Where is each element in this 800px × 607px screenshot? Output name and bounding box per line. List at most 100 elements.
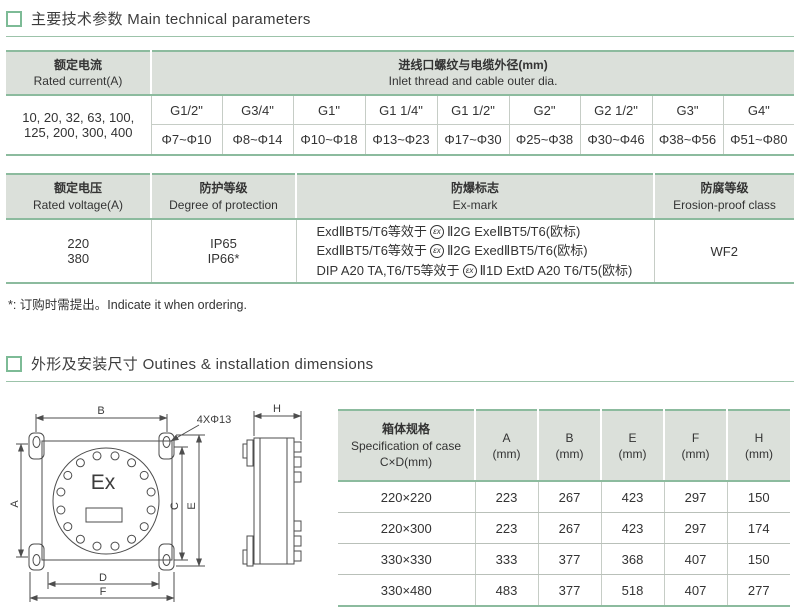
dim-b-cell: 267 [538, 481, 602, 514]
dim-h-cell: 277 [747, 582, 770, 598]
table-row: 220×300 223 267 423 297 174 [338, 512, 790, 545]
inlet-en: Inlet thread and cable outer dia. [388, 74, 558, 89]
rated-current-zh: 额定电流 [53, 58, 102, 72]
cable-dia-cell: Φ8~Φ14 [222, 124, 294, 156]
spec-cell: 330×480 [338, 574, 476, 607]
table-row: 额定电压 Rated voltage(A) 防护等级 Degree of pro… [6, 174, 794, 220]
dim-a-cell: 223 [475, 512, 539, 545]
dim-label-d: D [99, 572, 107, 584]
dim-a-cell: 333 [475, 543, 539, 576]
voltage-value-1: 220 [67, 236, 90, 251]
rated-voltage-header: 额定电压 Rated voltage(A) [6, 174, 152, 220]
thread-size-cell: G1 1/4" [365, 95, 438, 126]
technical-drawing: B A C E D F H 4XΦ13 Ex [6, 394, 336, 607]
table-row: 箱体规格 Specification of case C×D(mm) A (mm… [338, 410, 790, 483]
rated-current-en: Rated current(A) [33, 74, 123, 89]
section2-title: 外形及安装尺寸 Outines & installation dimension… [31, 356, 374, 374]
dim-e-cell: 518 [601, 574, 665, 607]
dim-label-f: F [100, 586, 107, 598]
voltage-header-en: Rated voltage(A) [32, 197, 124, 212]
col-unit: (mm) [555, 446, 584, 461]
table-row: 330×480 483 377 518 407 277 [338, 574, 790, 607]
dim-b-cell: 377 [538, 574, 602, 607]
thread-size-cell: G2 1/2" [580, 95, 653, 126]
cable-dia-cell: Φ30~Φ46 [580, 124, 653, 156]
section1-header: 主要技术参数 Main technical parameters [6, 8, 794, 37]
protection-header-zh: 防护等级 [199, 181, 248, 196]
cable-dia-cell: Φ25~Φ38 [509, 124, 581, 156]
erosion-header-en: Erosion-proof class [673, 197, 776, 212]
rated-current-values: 10, 20, 32, 63, 100, 125, 200, 300, 400 [6, 95, 152, 156]
dim-label-h: H [273, 403, 281, 415]
table-row: 10, 20, 32, 63, 100, 125, 200, 300, 400 … [6, 95, 795, 156]
footnote: *: 订购时需提出。Indicate it when ordering. [8, 298, 247, 313]
ex-marking-label: Ex [91, 471, 116, 494]
col-letter: B [565, 430, 574, 445]
col-header-f: F (mm) [664, 410, 728, 483]
protection-value-2: IP66* [207, 251, 240, 266]
dim-label-e: E [186, 503, 198, 510]
voltage-values: 220 380 [6, 218, 152, 284]
thread-size-cell: G1 1/2" [437, 95, 510, 126]
dimension-table: 箱体规格 Specification of case C×D(mm) A (mm… [338, 409, 790, 607]
dim-h-cell: 150 [727, 481, 790, 514]
cable-dia-cell: Φ17~Φ30 [437, 124, 510, 156]
dim-h-cell: 174 [727, 512, 790, 545]
rated-current-header: 额定电流 Rated current(A) [6, 51, 152, 97]
exmark-line-pre: ExdⅡBT5/T6等效于 [316, 223, 427, 239]
table-row: Φ7~Φ10 Φ8~Φ14 Φ10~Φ18 Φ13~Φ23 Φ17~Φ30 Φ2… [6, 124, 794, 156]
col-header-b: B (mm) [538, 410, 602, 483]
atex-ex-icon: εx [429, 224, 444, 239]
table-row: 220 380 IP65 IP66* ExdⅡBT5/T6等效于 εx Ⅱ2G … [6, 218, 794, 284]
exmark-header-zh: 防爆标志 [450, 181, 499, 196]
protection-value-1: IP65 [210, 236, 237, 251]
voltage-table: 额定电压 Rated voltage(A) 防护等级 Degree of pro… [6, 173, 794, 285]
col-header-h: H (mm) [727, 410, 790, 483]
exmark-header: 防爆标志 Ex-mark [296, 174, 655, 220]
thread-size-cell: G3" [652, 95, 724, 126]
cable-dia-cell: Φ10~Φ18 [293, 124, 366, 156]
col-unit: (mm) [492, 446, 521, 461]
col-letter: F [691, 430, 700, 445]
nameplate-rect [85, 507, 123, 523]
col-letter: H [754, 430, 764, 445]
dim-a-cell: 223 [475, 481, 539, 514]
protection-header-en: Degree of protection [169, 197, 278, 212]
col-letter: A [502, 430, 511, 445]
exmark-line-pre: DIP A20 TA,T6/T5等效于 [316, 262, 460, 278]
dim-f-cell: 297 [664, 481, 728, 514]
erosion-header-zh: 防腐等级 [700, 181, 749, 196]
erosion-header: 防腐等级 Erosion-proof class [654, 174, 794, 220]
col-header-a: A (mm) [475, 410, 539, 483]
exmark-values: ExdⅡBT5/T6等效于 εx Ⅱ2G ExeⅡBT5/T6(欧标) ExdⅡ… [296, 218, 655, 284]
dim-label-c: C [169, 502, 181, 510]
spec-header-zh: 箱体规格 [381, 422, 430, 437]
exmark-line-post: Ⅱ1D ExtD A20 T6/T5(欧标) [479, 262, 633, 278]
cable-dia-cell: Φ13~Φ23 [365, 124, 438, 156]
voltage-header-zh: 额定电压 [53, 181, 102, 196]
spec-cell: 220×220 [338, 481, 476, 514]
exmark-line-post: Ⅱ2G ExedⅡBT5/T6(欧标) [446, 243, 588, 259]
dim-f-cell: 297 [664, 512, 728, 545]
side-view [242, 411, 302, 567]
col-unit: (mm) [681, 446, 710, 461]
thread-size-cell: G1" [293, 95, 366, 126]
atex-ex-icon: εx [462, 263, 477, 278]
inlet-header: 进线口螺纹与电缆外径(mm) Inlet thread and cable ou… [151, 51, 795, 97]
dim-e-cell: 368 [601, 543, 665, 576]
thread-size-cell: G3/4" [222, 95, 294, 126]
hole-callout-label: 4XΦ13 [197, 414, 231, 426]
cable-dia-cell: Φ7~Φ10 [151, 124, 223, 156]
dim-h-cell: 150 [727, 543, 790, 576]
section2-header: 外形及安装尺寸 Outines & installation dimension… [6, 353, 794, 383]
erosion-value: WF2 [710, 243, 738, 259]
thread-size-cell: G1/2" [151, 95, 223, 126]
protection-values: IP65 IP66* [151, 218, 297, 284]
col-header-e: E (mm) [601, 410, 665, 483]
inlet-zh: 进线口螺纹与电缆外径(mm) [398, 58, 548, 72]
table-row: 330×330 333 377 368 407 150 [338, 543, 790, 576]
dim-label-b: B [97, 405, 104, 417]
main-parameters-table: 额定电流 Rated current(A) 进线口螺纹与电缆外径(mm) Inl… [6, 50, 795, 157]
col-unit: (mm) [618, 446, 647, 461]
front-view [28, 432, 175, 571]
